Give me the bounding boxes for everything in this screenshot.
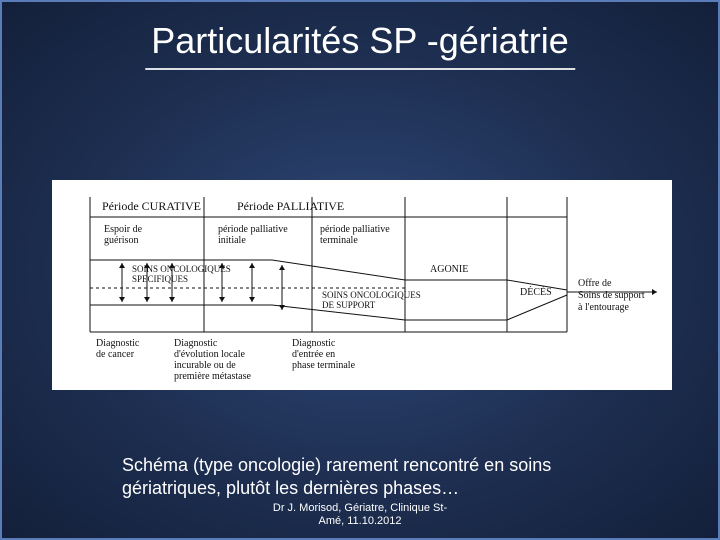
svg-text:d'entrée en: d'entrée en: [292, 349, 335, 360]
caption-line-2: gériatriques, plutôt les dernières phase…: [122, 478, 459, 498]
svg-text:période palliative: période palliative: [320, 224, 390, 235]
svg-text:guérison: guérison: [104, 235, 138, 246]
svg-text:phase terminale: phase terminale: [292, 360, 356, 371]
credit-line-1: Dr J. Morisod, Gériatre, Clinique St-: [273, 502, 447, 514]
slide: Particularités SP -gériatrie Période CUR…: [0, 0, 720, 540]
svg-text:Diagnostic: Diagnostic: [174, 338, 218, 349]
svg-text:SOINS ONCOLOGIQUES: SOINS ONCOLOGIQUES: [322, 290, 421, 300]
svg-text:à l'entourage: à l'entourage: [578, 302, 630, 313]
svg-text:initiale: initiale: [218, 235, 246, 246]
svg-text:Offre de: Offre de: [578, 278, 612, 289]
diagram-svg: Période CURATIVE Période PALLIATIVE Espoir…: [52, 180, 672, 390]
credit-text: Dr J. Morisod, Gériatre, Clinique St- Am…: [273, 502, 447, 528]
timeline-diagram: Période CURATIVE Période PALLIATIVE Espoir…: [52, 180, 672, 390]
svg-text:DE SUPPORT: DE SUPPORT: [322, 300, 376, 310]
svg-text:période palliative: période palliative: [218, 224, 288, 235]
svg-text:Période CURATIVE: Période CURATIVE: [102, 199, 201, 213]
svg-text:Période PALLIATIVE: Période PALLIATIVE: [237, 199, 344, 213]
svg-text:Diagnostic: Diagnostic: [96, 338, 140, 349]
svg-text:d'évolution locale: d'évolution locale: [174, 349, 246, 360]
slide-title: Particularités SP -gériatrie: [145, 20, 575, 70]
svg-text:DÉCÈS: DÉCÈS: [520, 286, 552, 298]
svg-text:de cancer: de cancer: [96, 349, 135, 360]
svg-text:Diagnostic: Diagnostic: [292, 338, 336, 349]
caption-line-1: Schéma (type oncologie) rarement rencont…: [122, 455, 551, 475]
svg-text:Espoir de: Espoir de: [104, 224, 143, 235]
svg-text:incurable ou de: incurable ou de: [174, 360, 236, 371]
svg-text:SPECIFIQUES: SPECIFIQUES: [132, 274, 188, 284]
svg-text:AGONIE: AGONIE: [430, 264, 468, 275]
credit-line-2: Amé, 11.10.2012: [319, 515, 402, 527]
caption-text: Schéma (type oncologie) rarement rencont…: [122, 454, 622, 501]
svg-text:terminale: terminale: [320, 235, 358, 246]
svg-text:première métastase: première métastase: [174, 371, 251, 382]
